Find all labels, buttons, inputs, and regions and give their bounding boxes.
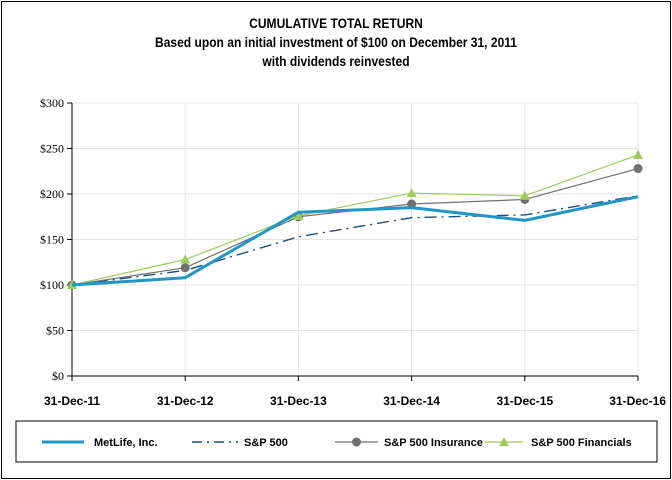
legend-label: S&P 500 bbox=[244, 437, 288, 449]
data-point bbox=[180, 263, 190, 273]
legend: MetLife, Inc. S&P 500 S&P 500 Insurance S&P… bbox=[15, 420, 658, 463]
data-point bbox=[180, 254, 191, 264]
legend-label: MetLife, Inc. bbox=[94, 437, 158, 449]
y-tick-label: $100 bbox=[40, 278, 64, 292]
y-axis-ticks: $0 $50 $100 $150 $200 $250 $300 bbox=[40, 96, 64, 383]
y-tick-label: $300 bbox=[40, 96, 64, 110]
legend-entry: MetLife, Inc. bbox=[42, 437, 158, 449]
data-point bbox=[519, 190, 530, 200]
x-tick-label: 31-Dec-15 bbox=[496, 394, 553, 408]
series-lines bbox=[67, 149, 643, 290]
chart-titles: CUMULATIVE TOTAL RETURN Based upon an in… bbox=[47, 14, 625, 71]
series-line bbox=[71, 154, 639, 286]
legend-entry: S&P 500 Financials bbox=[485, 437, 632, 449]
x-tick-label: 31-Dec-11 bbox=[44, 394, 100, 408]
legend-label: S&P 500 Insurance bbox=[384, 437, 483, 449]
x-tick-label: 31-Dec-16 bbox=[609, 394, 666, 408]
series-line bbox=[71, 195, 639, 286]
chart-title: CUMULATIVE TOTAL RETURN bbox=[249, 15, 423, 31]
data-point bbox=[633, 164, 643, 174]
y-tick-label: $0 bbox=[52, 369, 64, 383]
chart-subtitle-line-1: Based upon an initial investment of $100… bbox=[154, 34, 518, 50]
legend-entry: S&P 500 bbox=[192, 437, 288, 449]
chart-subtitle-line-2: with dividends reinvested bbox=[262, 53, 410, 69]
legend-box bbox=[15, 420, 658, 463]
gridlines bbox=[72, 102, 639, 376]
data-point bbox=[633, 149, 643, 159]
y-tick-label: $50 bbox=[46, 324, 64, 338]
legend-marker bbox=[352, 437, 361, 447]
y-tick-label: $250 bbox=[40, 142, 64, 156]
x-tick-label: 31-Dec-12 bbox=[157, 394, 214, 408]
legend-label: S&P 500 Financials bbox=[531, 437, 632, 449]
x-tick-label: 31-Dec-13 bbox=[270, 394, 327, 408]
y-tick-label: $150 bbox=[40, 233, 64, 247]
data-point bbox=[293, 210, 304, 220]
x-axis-ticks: 31-Dec-11 31-Dec-12 31-Dec-13 31-Dec-14 31-D… bbox=[44, 394, 666, 408]
axes bbox=[67, 102, 639, 381]
legend-entry: S&P 500 Insurance bbox=[335, 437, 483, 449]
x-tick-label: 31-Dec-14 bbox=[383, 394, 440, 408]
series-line bbox=[71, 195, 639, 287]
legend-marker bbox=[499, 437, 509, 446]
data-point bbox=[406, 188, 417, 198]
y-tick-label: $200 bbox=[40, 187, 64, 201]
